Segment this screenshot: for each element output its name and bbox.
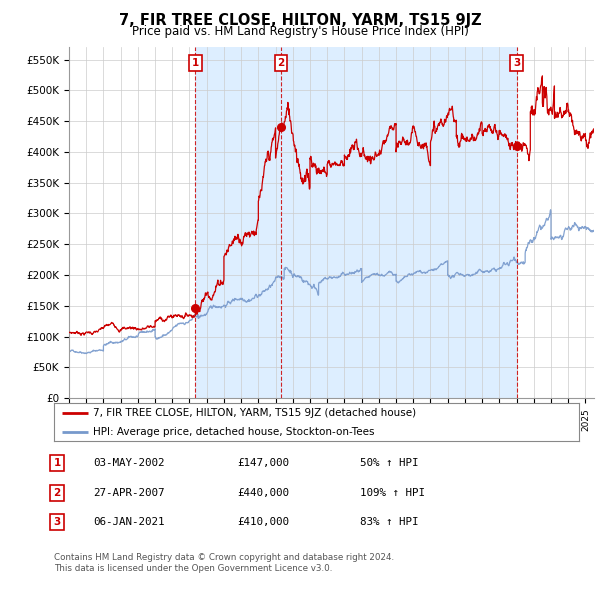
Text: £147,000: £147,000 [237, 458, 289, 468]
Text: 50% ↑ HPI: 50% ↑ HPI [360, 458, 419, 468]
Text: Contains HM Land Registry data © Crown copyright and database right 2024.
This d: Contains HM Land Registry data © Crown c… [54, 553, 394, 573]
Text: 7, FIR TREE CLOSE, HILTON, YARM, TS15 9JZ: 7, FIR TREE CLOSE, HILTON, YARM, TS15 9J… [119, 13, 481, 28]
Text: 27-APR-2007: 27-APR-2007 [93, 488, 164, 497]
Text: 3: 3 [53, 517, 61, 527]
Bar [196, 47, 281, 398]
Text: HPI: Average price, detached house, Stockton-on-Tees: HPI: Average price, detached house, Stoc… [94, 427, 375, 437]
Text: 83% ↑ HPI: 83% ↑ HPI [360, 517, 419, 527]
Bar [281, 47, 517, 398]
Text: £410,000: £410,000 [237, 517, 289, 527]
Text: 109% ↑ HPI: 109% ↑ HPI [360, 488, 425, 497]
Text: 2: 2 [53, 488, 61, 497]
Text: Price paid vs. HM Land Registry's House Price Index (HPI): Price paid vs. HM Land Registry's House … [131, 25, 469, 38]
Text: 03-MAY-2002: 03-MAY-2002 [93, 458, 164, 468]
Text: 3: 3 [513, 58, 520, 68]
Text: £440,000: £440,000 [237, 488, 289, 497]
Text: 06-JAN-2021: 06-JAN-2021 [93, 517, 164, 527]
Text: 7, FIR TREE CLOSE, HILTON, YARM, TS15 9JZ (detached house): 7, FIR TREE CLOSE, HILTON, YARM, TS15 9J… [94, 408, 416, 418]
Text: 1: 1 [53, 458, 61, 468]
Text: 2: 2 [277, 58, 284, 68]
Text: 1: 1 [192, 58, 199, 68]
